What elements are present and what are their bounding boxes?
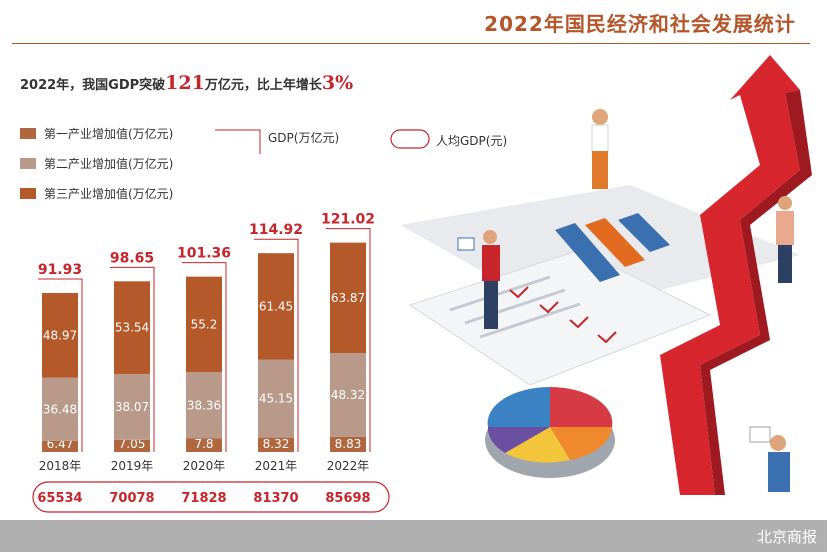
person-right-icon [776, 196, 794, 283]
gdp-total-label: 114.92 [249, 222, 303, 238]
year-tick-label: 2019年 [111, 459, 154, 473]
pie-chart-icon [485, 386, 615, 478]
person-bottom-icon [749, 426, 790, 492]
gdp-total-label: 91.93 [38, 262, 82, 278]
per-capita-ellipse [32, 481, 390, 513]
gdp-bracket [110, 266, 155, 452]
mini-bar-chart-icon [555, 213, 670, 282]
segment-value-label: 8.83 [335, 437, 362, 451]
segment-value-label: 8.32 [263, 437, 290, 451]
bar-segment [114, 373, 150, 440]
bar-segment [330, 436, 366, 452]
gdp-bracket [182, 262, 227, 452]
footer-bar: 北京商报 [0, 520, 827, 552]
segment-value-label: 7.8 [194, 437, 213, 451]
title-divider [12, 43, 810, 44]
legend-primary-label: 第一产业增加值(万亿元) [44, 127, 174, 141]
source-label: 北京商报 [756, 528, 817, 546]
gdp-total-label: 121.02 [321, 212, 375, 228]
year-tick-label: 2022年 [327, 459, 370, 473]
bar-segment [42, 292, 78, 378]
checkmark-icons [509, 286, 617, 344]
bar-segment [258, 253, 294, 360]
bar-segment [330, 242, 366, 354]
legend-secondary-label: 第二产业增加值(万亿元) [44, 157, 174, 171]
legend-per-capita-ellipse-icon [390, 129, 430, 149]
segment-value-label: 63.87 [331, 291, 365, 305]
headline: 2022年，我国GDP突破121万亿元，比上年增长3% [20, 72, 353, 94]
gdp-bracket [254, 238, 299, 452]
legend-tertiary-swatch [20, 188, 36, 199]
legend-tertiary: 第三产业增加值(万亿元) [20, 185, 173, 202]
gdp-bracket [326, 228, 371, 452]
headline-mid: 万亿元，比上年增长 [204, 78, 322, 93]
segment-value-label: 48.32 [331, 388, 365, 402]
gdp-stacked-bar-chart: 6.4736.4848.9791.932018年655347.0538.0753… [32, 212, 390, 513]
headline-growth-value: 3 [321, 72, 336, 94]
bar-segment [42, 440, 78, 452]
year-tick-label: 2021年 [255, 459, 298, 473]
per-capita-value-label: 81370 [253, 491, 298, 506]
bar-segment [114, 439, 150, 452]
gdp-total-label: 101.36 [177, 246, 231, 262]
year-tick-label: 2020年 [183, 459, 226, 473]
legend-gdp-bracket-icon [215, 129, 261, 154]
legend-tertiary-label: 第三产业增加值(万亿元) [44, 187, 174, 201]
per-capita-value-label: 65534 [37, 491, 82, 506]
legend-primary: 第一产业增加值(万亿元) [20, 125, 173, 142]
bar-segment [186, 276, 222, 373]
headline-suffix: % [335, 72, 354, 94]
year-tick-label: 2018年 [39, 459, 82, 473]
segment-value-label: 61.45 [259, 299, 293, 313]
headline-prefix: 2022年，我国GDP突破 [20, 78, 166, 93]
bar-segment [186, 438, 222, 452]
decorative-illustration [400, 55, 812, 495]
legend-secondary: 第二产业增加值(万亿元) [20, 155, 173, 172]
per-capita-value-label: 71828 [181, 491, 226, 506]
bar-segment [258, 359, 294, 438]
per-capita-value-label: 85698 [325, 491, 370, 506]
bar-segment [258, 437, 294, 452]
person-left-icon [457, 230, 500, 329]
bar-segment [186, 372, 222, 439]
legend-gdp-label: GDP(万亿元) [268, 131, 340, 145]
legend-per-capita-label: 人均GDP(元) [436, 134, 508, 148]
legend-primary-swatch [20, 128, 36, 139]
segment-value-label: 7.05 [119, 437, 146, 451]
segment-value-label: 38.36 [187, 398, 221, 412]
page-title: 2022年国民经济和社会发展统计 [484, 12, 796, 36]
bar-segment [42, 377, 78, 441]
segment-value-label: 38.07 [115, 400, 149, 414]
gdp-total-label: 98.65 [110, 250, 154, 266]
gdp-bracket [38, 278, 83, 452]
legend-secondary-swatch [20, 158, 36, 169]
segment-value-label: 45.15 [259, 392, 293, 406]
per-capita-value-label: 70078 [109, 491, 154, 506]
headline-gdp-value: 121 [165, 72, 205, 94]
segment-value-label: 36.48 [43, 402, 77, 416]
bar-segment [330, 353, 366, 437]
segment-value-label: 48.97 [43, 328, 77, 342]
segment-value-label: 53.54 [115, 321, 149, 335]
segment-value-label: 55.2 [191, 317, 218, 331]
person-top-icon [591, 109, 609, 189]
growth-arrow-icon [660, 55, 812, 495]
bar-segment [114, 281, 150, 374]
